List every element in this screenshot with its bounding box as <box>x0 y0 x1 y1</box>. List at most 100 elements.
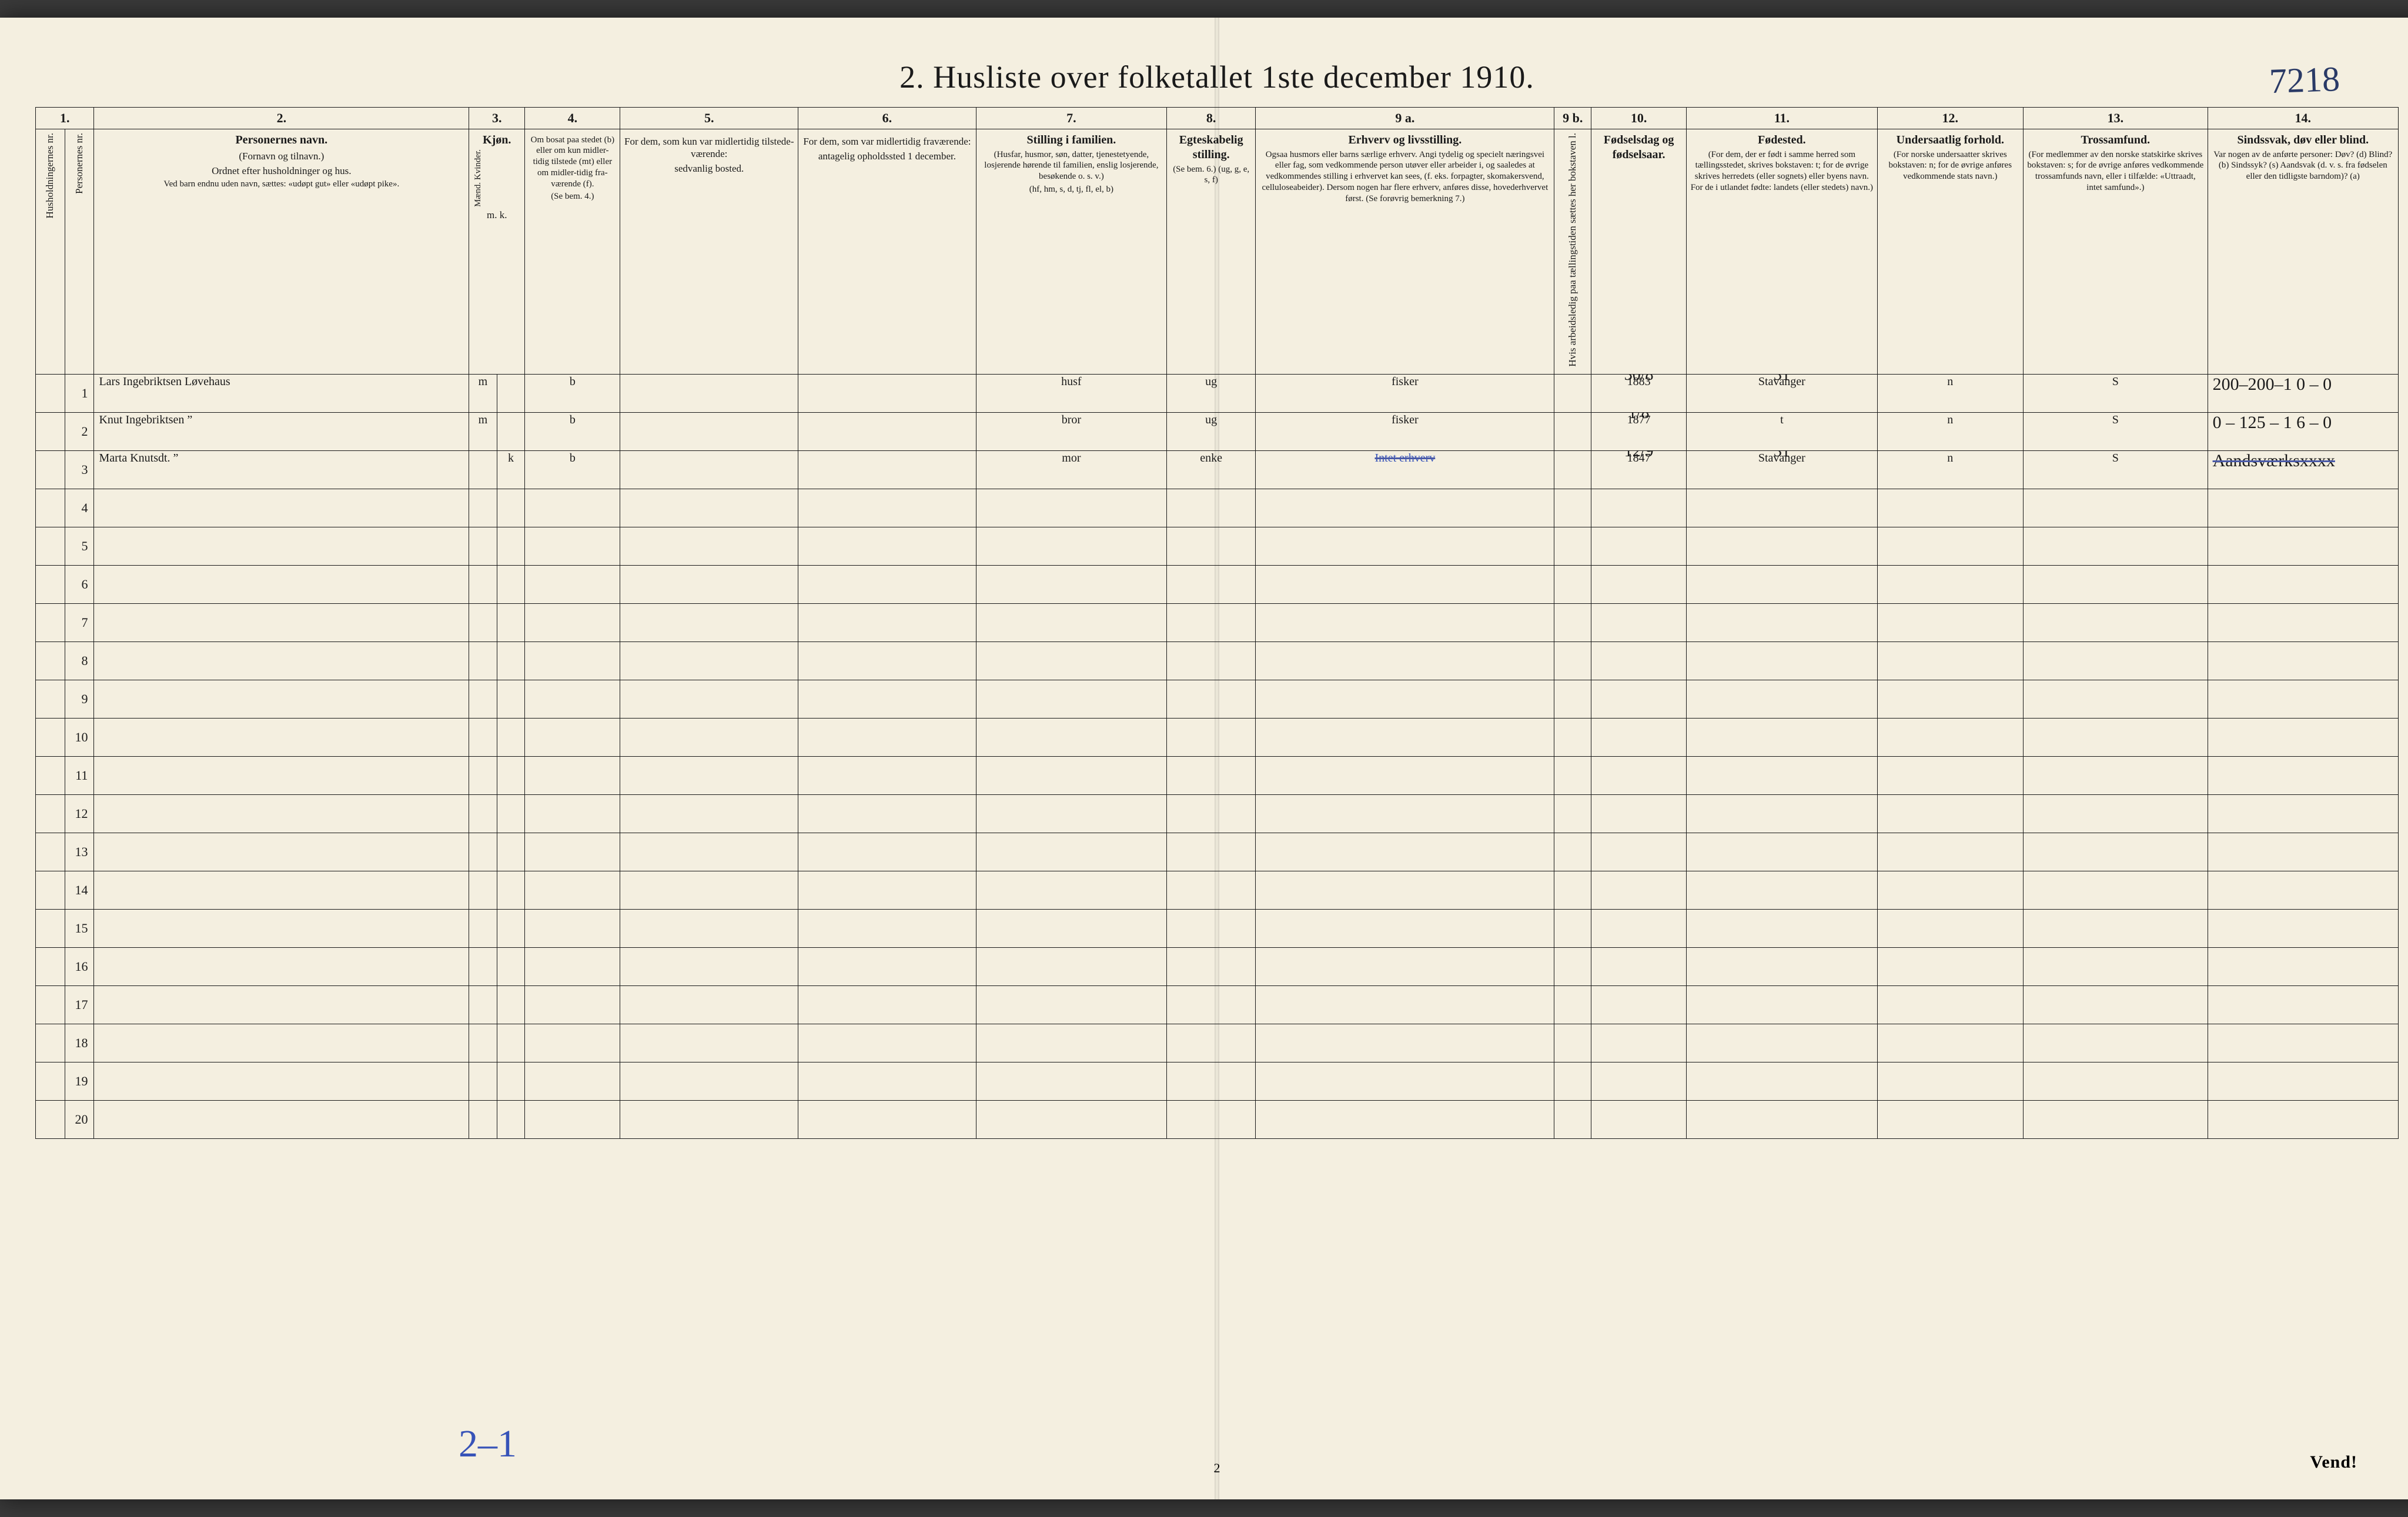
cell-empty <box>497 642 525 680</box>
cell-household-no <box>36 795 65 833</box>
cell-empty <box>1554 489 1591 527</box>
cell-empty <box>1877 489 2024 527</box>
table-row: 17 <box>36 986 2399 1024</box>
cell-empty <box>1687 604 1877 642</box>
cell-empty <box>2024 948 2208 986</box>
col-sex-mk: m. k. <box>473 209 521 221</box>
col8-sub: (Se bem. 6.) (ug, g, e, s, f) <box>1170 164 1252 186</box>
cell-empty <box>2024 795 2208 833</box>
cell-empty <box>2208 1062 2398 1101</box>
cell-person-no: 11 <box>65 757 94 795</box>
colnum: 3. <box>469 108 525 129</box>
col-residence: Om bosat paa stedet (b) eller om kun mid… <box>525 129 620 375</box>
cell-empty <box>497 986 525 1024</box>
cell-birthplace: 31Stavanger <box>1687 451 1877 489</box>
cell-empty <box>2208 489 2398 527</box>
cell-empty <box>94 604 469 642</box>
cell-empty <box>1877 1062 2024 1101</box>
cell-empty <box>1687 719 1877 757</box>
cell-empty <box>1591 527 1687 566</box>
col-birthplace: Fødested. (For dem, der er født i samme … <box>1687 129 1877 375</box>
cell-person-no: 14 <box>65 871 94 910</box>
cell-empty <box>525 566 620 604</box>
col-disability: Sindssvak, døv eller blind. Var nogen av… <box>2208 129 2398 375</box>
page-title: 2. Husliste over folketallet 1ste decemb… <box>35 59 2399 95</box>
cell-household-no <box>36 527 65 566</box>
cell-empty <box>1167 1062 1256 1101</box>
colnum: 12. <box>1877 108 2024 129</box>
colnum: 7. <box>976 108 1166 129</box>
cell-empty <box>1591 604 1687 642</box>
cell-empty <box>2024 986 2208 1024</box>
cell-residence: b <box>525 375 620 413</box>
cell-empty <box>1554 833 1591 871</box>
cell-empty <box>1687 680 1877 719</box>
colnum: 14. <box>2208 108 2398 129</box>
cell-empty <box>469 1024 497 1062</box>
cell-empty <box>1591 719 1687 757</box>
cell-empty <box>469 871 497 910</box>
cell-empty <box>94 948 469 986</box>
col12-sub: (For norske undersaatter skrives bokstav… <box>1881 149 2020 182</box>
cell-empty <box>1687 948 1877 986</box>
cell-empty <box>469 719 497 757</box>
cell-empty <box>2208 833 2398 871</box>
cell-faith: S <box>2024 451 2208 489</box>
cell-empty <box>469 566 497 604</box>
cell-empty <box>1687 1101 1877 1139</box>
cell-empty <box>1554 719 1591 757</box>
cell-empty <box>1591 489 1687 527</box>
cell-empty <box>2208 795 2398 833</box>
cell-empty <box>2208 910 2398 948</box>
cell-empty <box>2208 871 2398 910</box>
cell-empty <box>2208 757 2398 795</box>
cell-empty <box>1256 527 1554 566</box>
cell-empty <box>620 795 798 833</box>
cell-empty <box>469 642 497 680</box>
cell-empty <box>1167 1024 1256 1062</box>
cell-empty <box>1554 757 1591 795</box>
cell-name: Marta Knutsdt. ” <box>94 451 469 489</box>
cell-empty <box>1256 986 1554 1024</box>
cell-empty <box>94 871 469 910</box>
col-sex-title: Kjøn. <box>483 133 511 146</box>
cell-empty <box>1167 604 1256 642</box>
cell-empty <box>1877 986 2024 1024</box>
colnum: 13. <box>2024 108 2208 129</box>
cell-empty <box>94 1062 469 1101</box>
cell-empty <box>1591 871 1687 910</box>
cell-empty <box>1687 566 1877 604</box>
cell-empty <box>2024 604 2208 642</box>
cell-birthplace: t <box>1687 413 1877 451</box>
cell-empty <box>620 604 798 642</box>
cell-empty <box>1256 1062 1554 1101</box>
col-sex-sub: Mænd. Kvinder. <box>473 149 483 207</box>
cell-person-no: 2 <box>65 413 94 451</box>
cell-birthdate: 1/81877 <box>1591 413 1687 451</box>
cell-residence: b <box>525 451 620 489</box>
bottom-handwritten-note: 2–1 <box>459 1422 517 1466</box>
cell-empty <box>497 871 525 910</box>
cell-empty <box>2024 642 2208 680</box>
cell-empty <box>1167 833 1256 871</box>
cell-empty <box>976 527 1166 566</box>
cell-person-no: 18 <box>65 1024 94 1062</box>
cell-empty <box>1687 489 1877 527</box>
cell-occupation: fisker <box>1256 413 1554 451</box>
cell-empty <box>1167 527 1256 566</box>
cell-empty <box>620 1101 798 1139</box>
cell-empty <box>2024 680 2208 719</box>
cell-empty <box>2208 986 2398 1024</box>
cell-empty <box>2208 566 2398 604</box>
cell-empty <box>1877 719 2024 757</box>
cell-sex-m <box>469 451 497 489</box>
colnum: 1. <box>36 108 94 129</box>
cell-empty <box>1591 566 1687 604</box>
cell-empty <box>2208 719 2398 757</box>
cell-marital: ug <box>1167 413 1256 451</box>
cell-empty <box>2024 833 2208 871</box>
cell-empty <box>1877 604 2024 642</box>
cell-empty <box>620 1024 798 1062</box>
cell-empty <box>497 1062 525 1101</box>
cell-empty <box>2024 489 2208 527</box>
